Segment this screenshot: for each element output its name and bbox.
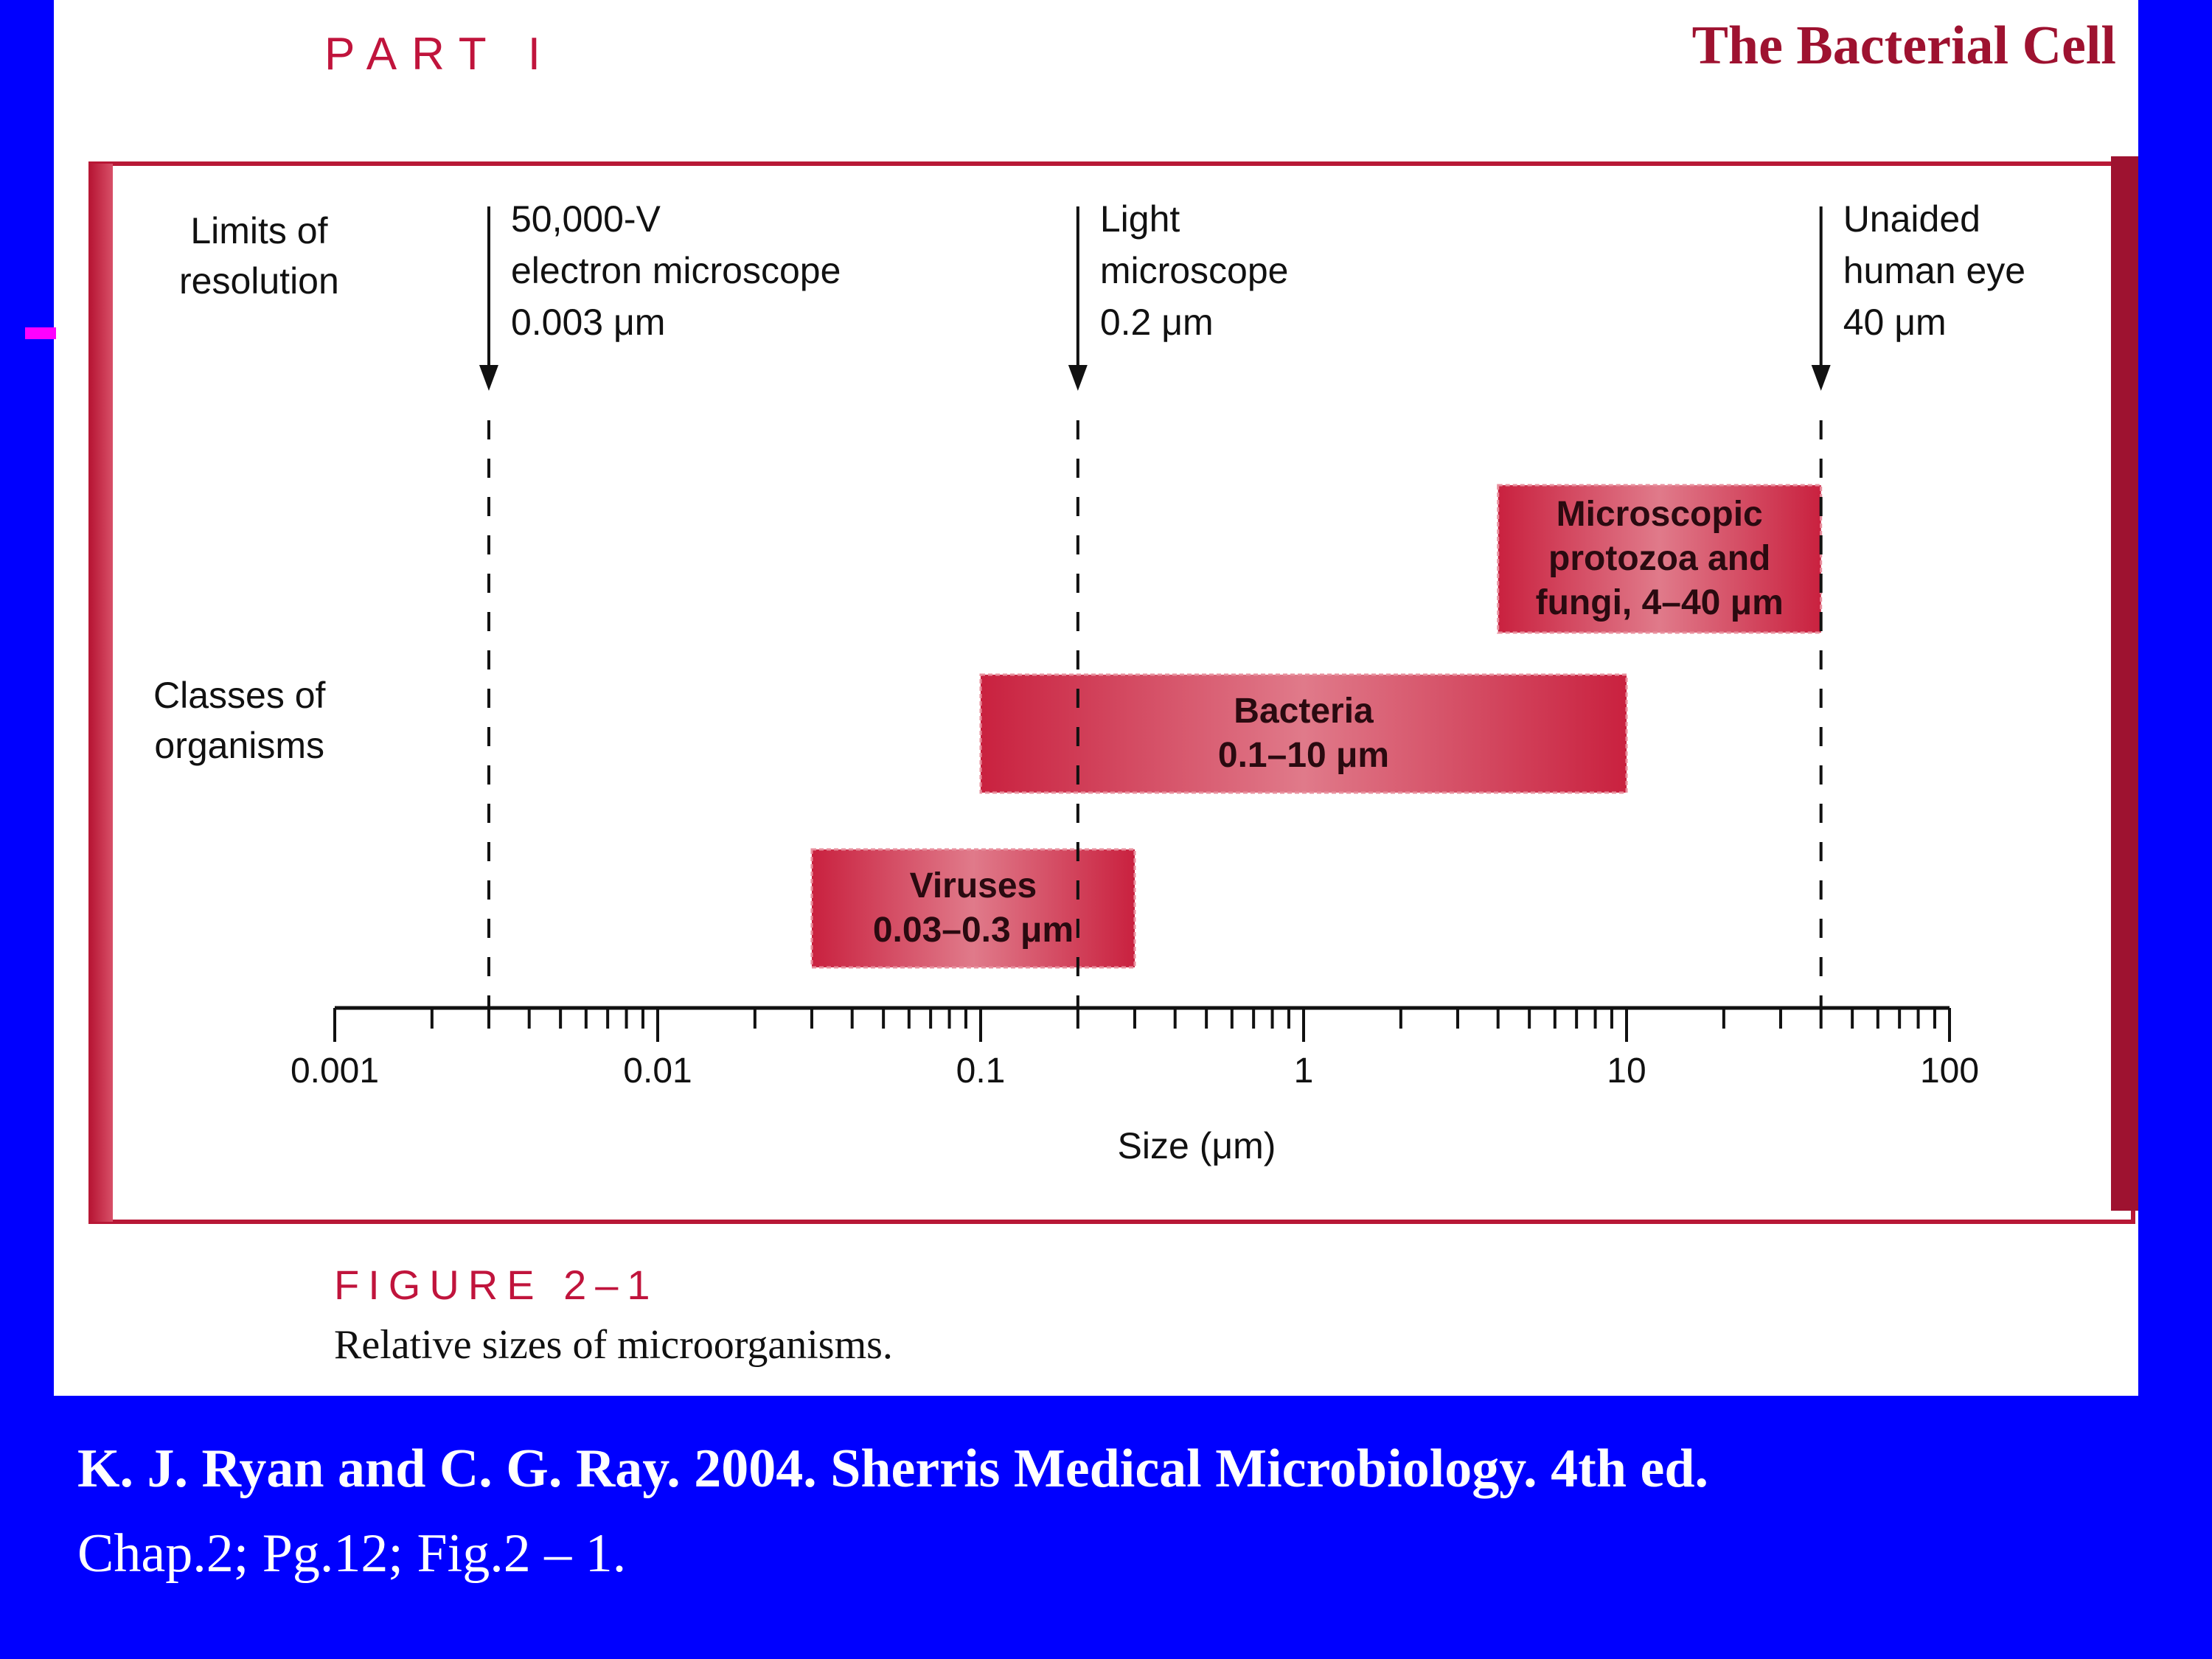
- range-bar-label-line: 0.03–0.3 μm: [872, 911, 1074, 950]
- resolution-limit-label-line: 50,000-V: [510, 198, 661, 240]
- resolution-limit-label: Unaided human eye 40 μm: [1843, 193, 2025, 348]
- resolution-limit-label-line: human eye: [1843, 250, 2026, 291]
- resolution-limit-label-line: 0.003 μm: [510, 302, 666, 343]
- slide-marker: [25, 327, 56, 339]
- range-bar-label-line: 0.1–10 μm: [1217, 736, 1390, 775]
- citation-line-1: K. J. Ryan and C. G. Ray. 2004. Sherris …: [77, 1439, 1708, 1499]
- x-tick-label: 100: [1919, 1051, 1980, 1091]
- row-label-limits-line-2: resolution: [179, 260, 339, 302]
- resolution-limit-label: 50,000-V electron microscope 0.003 μm: [511, 193, 841, 348]
- part-header: PART I: [324, 29, 555, 80]
- resolution-limit-label: Light microscope 0.2 μm: [1100, 193, 1289, 348]
- range-bar-label: Microscopic protozoa and fungi, 4–40 μm: [1536, 493, 1784, 625]
- figure-number: FIGURE 2–1: [334, 1262, 659, 1308]
- x-axis-title: Size (μm): [1117, 1125, 1276, 1166]
- range-bar-label-line: Microscopic: [1556, 495, 1763, 534]
- range-bar: [1497, 484, 1823, 634]
- resolution-limit-label-line: microscope: [1099, 250, 1289, 291]
- row-label-classes-line-2: organisms: [154, 724, 325, 766]
- range-bar-label-line: Viruses: [909, 866, 1037, 905]
- citation-line-2: Chap.2; Pg.12; Fig.2 – 1.: [77, 1523, 627, 1584]
- range-bar-label-line: protozoa and: [1548, 539, 1771, 578]
- resolution-limit-label-line: Unaided: [1843, 198, 1980, 240]
- resolution-limit-label-line: electron microscope: [510, 250, 841, 291]
- resolution-limit-label-line: 40 μm: [1843, 302, 1947, 343]
- textbook-page: PART I The Bacterial Cell Limits of reso…: [54, 0, 2138, 1396]
- row-label-classes: Classes of organisms: [153, 671, 325, 771]
- x-tick-label: 0.001: [290, 1051, 380, 1091]
- resolution-arrow-head: [1068, 365, 1088, 391]
- resolution-limit-label-line: 0.2 μm: [1099, 302, 1214, 343]
- range-bar: [979, 673, 1628, 794]
- range-bar-label-line: Bacteria: [1234, 692, 1374, 731]
- x-tick-label: 1: [1293, 1051, 1314, 1091]
- x-tick-label: 10: [1607, 1051, 1646, 1091]
- row-label-limits-line-1: Limits of: [190, 210, 328, 251]
- x-tick-label: 0.1: [956, 1051, 1006, 1091]
- frame-right-border: [2111, 156, 2138, 1211]
- resolution-arrow-head: [1811, 365, 1831, 391]
- figure-chart: [88, 156, 2138, 1224]
- figure-caption: Relative sizes of microorganisms.: [334, 1322, 893, 1368]
- range-bar-label: Viruses 0.03–0.3 μm: [873, 864, 1074, 953]
- resolution-arrow-head: [479, 365, 498, 391]
- range-bar-label-line: fungi, 4–40 μm: [1535, 583, 1784, 622]
- resolution-limit-label-line: Light: [1099, 198, 1180, 240]
- row-label-limits: Limits of resolution: [179, 206, 339, 306]
- frame-left-border: [91, 164, 113, 1222]
- figure-frame: [88, 156, 2138, 1224]
- chapter-title: The Bacterial Cell: [1691, 15, 2116, 76]
- row-label-classes-line-1: Classes of: [153, 675, 326, 716]
- x-tick-label: 0.01: [623, 1051, 692, 1091]
- range-bar-label: Bacteria 0.1–10 μm: [1218, 689, 1389, 778]
- range-bar: [810, 848, 1136, 969]
